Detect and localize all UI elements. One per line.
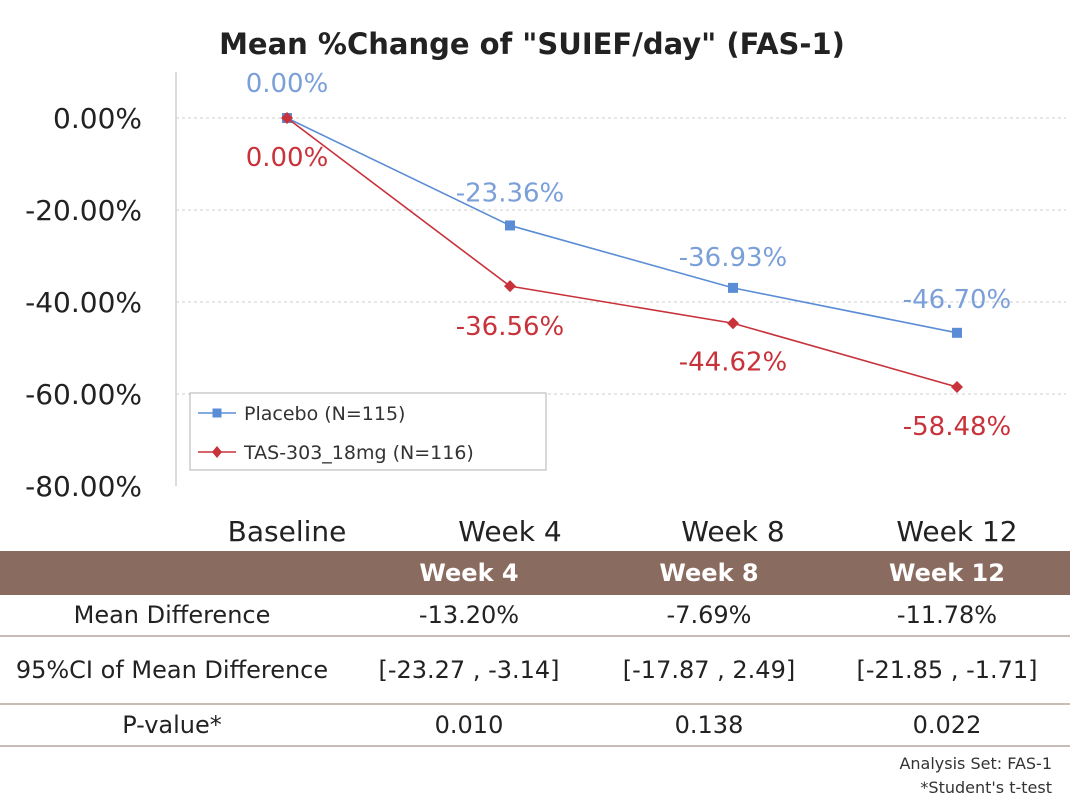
- data-point-placebo: [505, 220, 515, 231]
- legend-label-tas303: TAS-303_18mg (N=116): [243, 442, 474, 464]
- data-point-tas303: [281, 112, 293, 124]
- row-label-ci: 95%CI of Mean Difference: [0, 636, 344, 705]
- data-label-tas303: -36.56%: [456, 312, 565, 342]
- data-label-placebo: -36.93%: [679, 243, 788, 273]
- table-cell: 0.010: [344, 704, 594, 747]
- stats-header-week8: Week 8: [594, 551, 824, 595]
- table-cell: -7.69%: [594, 595, 824, 637]
- chart-title: Mean %Change of "SUIEF/day" (FAS-1): [219, 27, 845, 61]
- legend: Placebo (N=115) TAS-303_18mg (N=116): [189, 392, 547, 471]
- data-label-tas303: -44.62%: [679, 347, 788, 377]
- stats-header-blank: [0, 551, 344, 595]
- y-tick-label: 0.00%: [53, 102, 142, 135]
- table-cell: [-23.27 , -3.14]: [344, 636, 594, 705]
- legend-marker-tas303: [212, 446, 222, 458]
- data-label-placebo: -23.36%: [456, 178, 565, 208]
- series-line-placebo: [286, 117, 958, 334]
- table-cell: 0.022: [824, 704, 1070, 747]
- data-label-placebo: 0.00%: [246, 69, 329, 99]
- data-label-tas303: 0.00%: [246, 143, 329, 173]
- stats-header-week12: Week 12: [824, 551, 1070, 595]
- legend-marker-placebo: [212, 408, 222, 418]
- chart: Mean %Change of "SUIEF/day" (FAS-1) 0.00…: [25, 27, 1066, 548]
- stats-header-row: Week 4 Week 8 Week 12: [0, 551, 1070, 595]
- data-label-placebo: -46.70%: [903, 285, 1012, 315]
- x-tick-label: Week 12: [896, 515, 1017, 548]
- table-cell: -13.20%: [344, 595, 594, 637]
- y-tick-label: -80.00%: [25, 470, 142, 503]
- x-tick-label: Baseline: [228, 515, 347, 548]
- stats-header-week4: Week 4: [344, 551, 594, 595]
- data-point-placebo: [728, 282, 738, 293]
- footnotes: Analysis Set: FAS-1 *Student's t-test: [899, 752, 1052, 800]
- data-point-placebo: [952, 327, 962, 338]
- footnote-analysis-set: Analysis Set: FAS-1: [899, 754, 1052, 773]
- data-labels: 0.00% -23.36% -36.93% -46.70% 0.00% -36.56% -4…: [246, 69, 1012, 442]
- data-label-tas303: -58.48%: [903, 412, 1012, 442]
- table-row: 95%CI of Mean Difference [-23.27 , -3.14…: [0, 636, 1070, 705]
- y-tick-label: -20.00%: [25, 194, 142, 227]
- x-tick-label: Week 4: [458, 515, 561, 548]
- series-line-tas303: [286, 117, 958, 388]
- y-tick-label: -40.00%: [25, 286, 142, 319]
- y-axis-ticks: 0.00% -20.00% -40.00% -60.00% -80.00%: [25, 102, 142, 503]
- gridlines: [176, 117, 1066, 395]
- data-point-tas303: [504, 280, 516, 293]
- table-cell: 0.138: [594, 704, 824, 747]
- table-cell: [-17.87 , 2.49]: [594, 636, 824, 705]
- y-tick-label: -60.00%: [25, 378, 142, 411]
- stats-table: Week 4 Week 8 Week 12 Mean Difference -1…: [0, 551, 1070, 747]
- table-cell: [-21.85 , -1.71]: [824, 636, 1070, 705]
- legend-box: [189, 392, 547, 471]
- series-layer: [281, 112, 963, 394]
- row-label-mean-difference: Mean Difference: [0, 595, 344, 637]
- table-row: Mean Difference -13.20% -7.69% -11.78%: [0, 595, 1070, 637]
- data-point-tas303: [951, 381, 963, 394]
- legend-label-placebo: Placebo (N=115): [244, 403, 405, 425]
- row-label-p-value: P-value*: [0, 704, 344, 747]
- x-tick-label: Week 8: [681, 515, 784, 548]
- table-cell: -11.78%: [824, 595, 1070, 637]
- table-row: P-value* 0.010 0.138 0.022: [0, 704, 1070, 747]
- x-axis-ticks: Baseline Week 4 Week 8 Week 12: [228, 515, 1018, 548]
- data-point-tas303: [727, 317, 739, 330]
- footnote-test: *Student's t-test: [920, 778, 1052, 797]
